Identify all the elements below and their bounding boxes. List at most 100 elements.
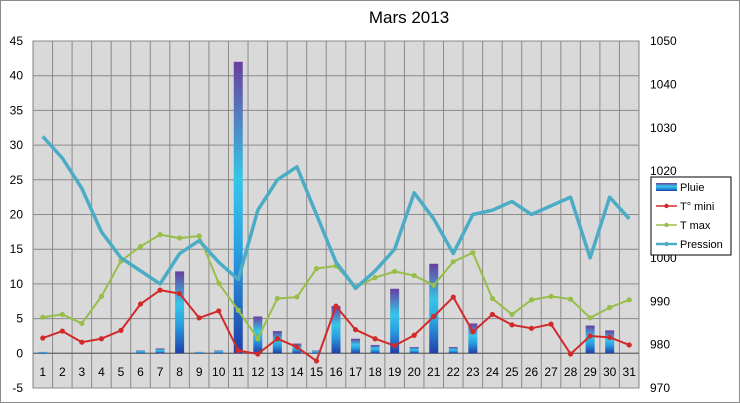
point-t-mini (235, 347, 241, 354)
bar-pluie (38, 351, 48, 354)
y-right-tick-label: 1020 (650, 164, 677, 178)
point-t-max (567, 296, 574, 302)
x-tick-label: 31 (623, 365, 637, 379)
point-t-mini (509, 322, 515, 328)
point-t-mini (333, 303, 339, 309)
point-t-max (372, 275, 378, 281)
point-t-max (411, 272, 417, 279)
point-t-max (294, 294, 300, 300)
point-t-mini (294, 344, 300, 350)
point-t-max (489, 295, 495, 302)
point-t-max (392, 268, 398, 275)
legend-label: T max (680, 220, 711, 232)
x-tick-label: 7 (157, 365, 164, 379)
point-t-max (177, 235, 183, 241)
x-tick-label: 18 (368, 365, 382, 379)
bar-pluie (136, 350, 146, 354)
point-t-mini (177, 291, 183, 297)
x-tick-label: 11 (232, 365, 245, 379)
legend-label: T° mini (680, 201, 714, 213)
x-tick-label: 16 (329, 365, 343, 379)
bar-pluie (272, 331, 282, 354)
x-tick-label: 29 (583, 365, 597, 379)
point-t-mini (352, 327, 359, 333)
x-tick-label: 8 (176, 365, 183, 379)
x-tick-label: 27 (544, 365, 558, 379)
x-tick-label: 13 (271, 365, 285, 379)
point-t-max (528, 297, 535, 303)
point-t-mini (431, 313, 437, 320)
point-t-max (509, 311, 515, 318)
x-tick-label: 30 (603, 365, 617, 379)
point-t-mini (470, 329, 476, 335)
point-t-max (626, 297, 632, 303)
x-tick-label: 25 (505, 365, 519, 379)
legend-label: Pluie (680, 182, 704, 194)
point-t-mini (274, 336, 280, 342)
x-tick-label: 15 (310, 365, 324, 379)
point-t-max (607, 304, 613, 311)
bar-pluie (448, 347, 458, 354)
legend-marker (664, 222, 669, 228)
point-t-max (470, 250, 476, 256)
y-right-tick-label: 970 (650, 381, 670, 395)
point-t-max (235, 307, 241, 313)
point-t-max (255, 336, 261, 342)
bar-pluie (194, 351, 204, 354)
bar-pluie (390, 288, 400, 354)
x-tick-label: 2 (59, 365, 66, 379)
x-tick-label: 22 (447, 365, 461, 379)
x-tick-label: 23 (466, 365, 480, 379)
x-tick-label: 6 (137, 365, 144, 379)
y-left-tick-label: 40 (10, 69, 24, 83)
point-t-mini (548, 321, 554, 327)
bar-pluie (175, 271, 185, 354)
bar-pluie (429, 263, 439, 354)
point-t-max (548, 293, 554, 299)
point-t-mini (607, 334, 613, 340)
legend-label: Pression (680, 239, 723, 251)
x-tick-label: 24 (486, 365, 500, 379)
x-tick-label: 19 (388, 365, 402, 379)
x-tick-label: 20 (408, 365, 422, 379)
bar-pluie (214, 350, 224, 354)
point-t-mini (313, 358, 320, 364)
y-left-tick-label: 30 (10, 138, 24, 152)
point-t-max (587, 315, 593, 321)
point-t-mini (216, 308, 222, 314)
point-t-mini (489, 311, 495, 318)
x-tick-label: 1 (39, 365, 46, 379)
y-right-tick-label: 1040 (650, 77, 677, 91)
point-t-mini (157, 287, 163, 293)
y-left-tick-label: 5 (16, 312, 23, 326)
x-tick-label: 5 (118, 365, 125, 379)
bar-pluie (155, 348, 165, 354)
point-t-mini (372, 336, 378, 342)
bar-pluie (605, 330, 615, 354)
x-tick-label: 28 (564, 365, 578, 379)
bar-pluie (233, 61, 243, 354)
legend-marker (664, 241, 669, 247)
series-line-pression (41, 135, 631, 290)
bar-pluie (370, 344, 380, 354)
y-left-tick-label: 20 (10, 208, 24, 222)
bar-pluie (409, 347, 419, 354)
bar-pluie (351, 338, 361, 354)
point-t-mini (392, 343, 398, 349)
bar-pluie (468, 323, 478, 354)
x-tick-label: 21 (427, 365, 441, 379)
point-t-mini (98, 336, 105, 342)
y-right-tick-label: 990 (650, 294, 670, 308)
y-right-tick-label: 1030 (650, 121, 677, 135)
bar-pluie (585, 325, 595, 354)
point-t-max (59, 311, 65, 318)
point-t-max (313, 266, 320, 272)
point-t-mini (40, 335, 46, 341)
point-t-mini (196, 315, 202, 321)
point-t-max (274, 295, 280, 302)
point-t-mini (587, 333, 593, 339)
legend-marker (664, 203, 669, 209)
point-t-mini (118, 327, 124, 333)
chart-title: Mars 2013 (369, 8, 449, 27)
